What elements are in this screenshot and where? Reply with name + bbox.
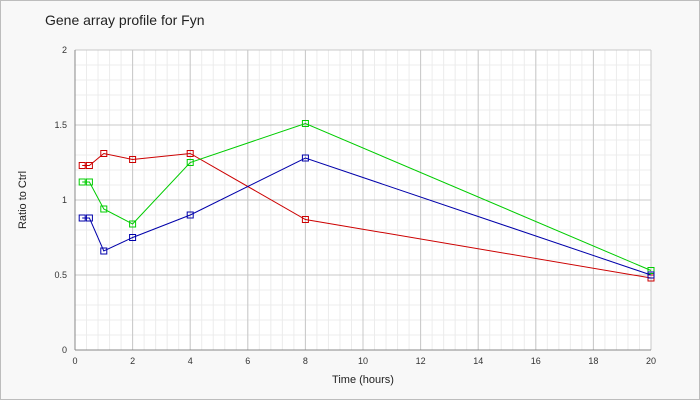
series-2 [78, 120, 655, 274]
data-point-marker [186, 211, 194, 219]
data-point-marker [129, 220, 137, 228]
series-3 [78, 154, 655, 279]
series-line [82, 152, 652, 279]
y-tick-label: 0 [62, 345, 67, 355]
x-tick-label: 6 [245, 356, 250, 366]
data-point-marker [100, 150, 108, 157]
data-point-marker [78, 178, 86, 186]
data-point-marker [78, 214, 86, 222]
series-line [82, 122, 652, 271]
data-point-marker [647, 271, 655, 279]
data-point-marker [85, 162, 93, 169]
data-point-marker [301, 216, 309, 223]
x-tick-label: 16 [531, 356, 541, 366]
y-axis-ticks: 0 0.5 1 1.5 2 [54, 45, 67, 355]
x-tick-label: 2 [130, 356, 135, 366]
y-tick-label: 2 [62, 45, 67, 55]
data-point-marker [100, 205, 108, 213]
data-point-marker [129, 156, 137, 163]
data-point-marker [301, 154, 309, 162]
data-point-marker [647, 267, 655, 274]
data-point-marker [78, 162, 86, 169]
x-tick-label: 0 [72, 356, 77, 366]
y-axis-label: Ratio to Ctrl [17, 171, 29, 229]
data-point-marker [186, 159, 194, 166]
x-tick-label: 4 [188, 356, 193, 366]
x-tick-label: 14 [473, 356, 483, 366]
data-point-marker [129, 234, 137, 241]
series-group [78, 120, 655, 282]
x-tick-label: 20 [646, 356, 656, 366]
data-point-marker [186, 150, 194, 157]
x-axis-ticks: 0 2 4 6 8 10 12 14 16 18 20 [72, 356, 656, 366]
data-point-marker [301, 120, 309, 127]
y-tick-label: 1.5 [54, 120, 67, 130]
x-axis-label: Time (hours) [332, 374, 394, 386]
x-tick-label: 12 [416, 356, 426, 366]
x-tick-label: 18 [588, 356, 598, 366]
axes [74, 50, 651, 351]
x-tick-label: 10 [358, 356, 368, 366]
y-tick-label: 0.5 [54, 270, 67, 280]
y-tick-label: 1 [62, 195, 67, 205]
x-tick-label: 8 [303, 356, 308, 366]
data-point-marker [85, 214, 93, 222]
series-1 [78, 150, 655, 282]
series-line [82, 157, 652, 276]
chart-title: Gene array profile for Fyn [45, 12, 205, 28]
data-point-marker [100, 247, 108, 255]
data-point-marker [85, 178, 93, 186]
